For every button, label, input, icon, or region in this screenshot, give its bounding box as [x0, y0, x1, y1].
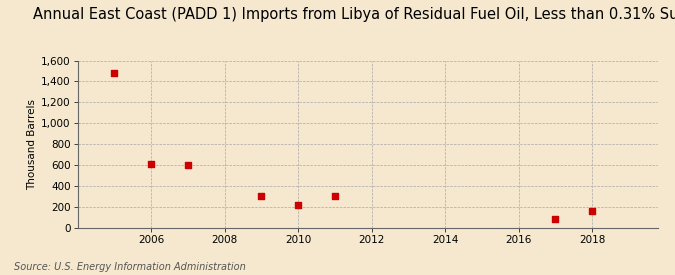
Point — [293, 203, 304, 207]
Point — [146, 162, 157, 166]
Point — [550, 217, 561, 221]
Point — [256, 194, 267, 198]
Point — [109, 71, 119, 75]
Text: Annual East Coast (PADD 1) Imports from Libya of Residual Fuel Oil, Less than 0.: Annual East Coast (PADD 1) Imports from … — [33, 7, 675, 22]
Point — [329, 194, 340, 199]
Point — [182, 163, 193, 167]
Text: Source: U.S. Energy Information Administration: Source: U.S. Energy Information Administ… — [14, 262, 245, 272]
Y-axis label: Thousand Barrels: Thousand Barrels — [27, 99, 37, 190]
Point — [587, 209, 597, 214]
